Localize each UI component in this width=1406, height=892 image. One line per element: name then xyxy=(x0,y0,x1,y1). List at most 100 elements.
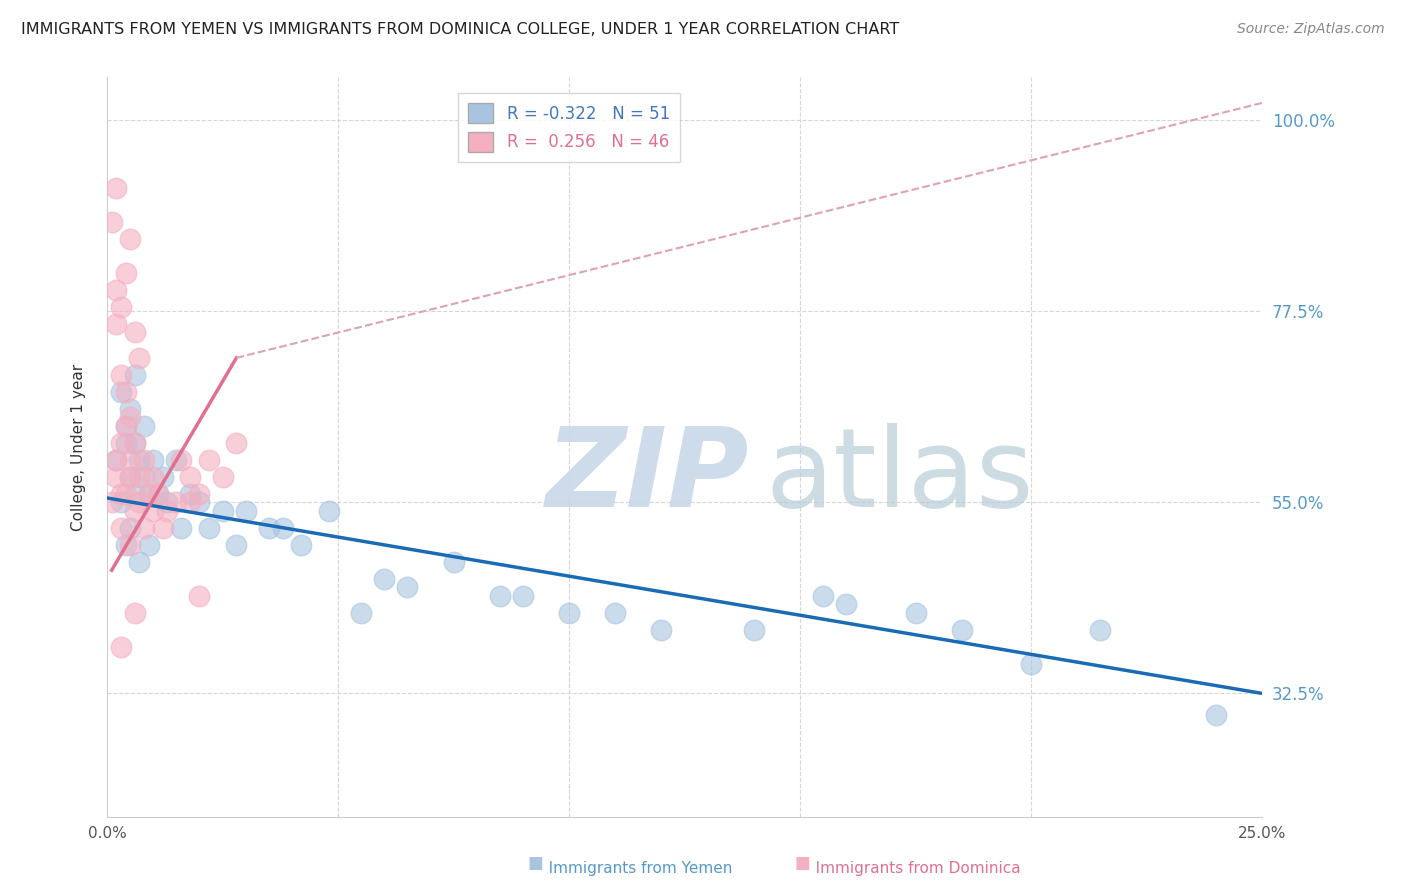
Point xyxy=(235,504,257,518)
Point xyxy=(128,555,150,569)
Point xyxy=(100,215,122,229)
Point xyxy=(105,452,128,467)
Point xyxy=(179,495,201,509)
Point xyxy=(132,418,155,433)
Point xyxy=(105,452,128,467)
Point xyxy=(114,487,136,501)
Point xyxy=(124,435,146,450)
Point xyxy=(488,589,510,603)
Point xyxy=(110,640,132,654)
Point xyxy=(110,487,132,501)
Text: Source: ZipAtlas.com: Source: ZipAtlas.com xyxy=(1237,22,1385,37)
Point xyxy=(100,495,122,509)
Point xyxy=(120,469,142,483)
Point xyxy=(138,538,160,552)
Point xyxy=(211,504,233,518)
Point xyxy=(1019,657,1042,671)
Point xyxy=(138,487,160,501)
Point xyxy=(105,317,128,331)
Point xyxy=(197,452,219,467)
Point xyxy=(105,181,128,195)
Point xyxy=(114,266,136,280)
Point xyxy=(110,495,132,509)
Point xyxy=(257,521,280,535)
Point xyxy=(120,538,142,552)
Point xyxy=(105,469,128,483)
Point xyxy=(120,469,142,483)
Point xyxy=(124,326,146,340)
Point xyxy=(132,452,155,467)
Point xyxy=(128,351,150,365)
Point xyxy=(128,495,150,509)
Point xyxy=(110,435,132,450)
Point xyxy=(318,504,340,518)
Point xyxy=(170,452,193,467)
Text: atlas: atlas xyxy=(765,423,1033,530)
Point xyxy=(605,606,627,620)
Point xyxy=(650,623,672,637)
Point xyxy=(114,384,136,399)
Point xyxy=(1090,623,1112,637)
Point xyxy=(124,435,146,450)
Point xyxy=(114,538,136,552)
Point xyxy=(512,589,534,603)
Point xyxy=(179,487,201,501)
Point xyxy=(142,452,165,467)
Text: ■: ■ xyxy=(794,855,810,872)
Text: Immigrants from Dominica: Immigrants from Dominica xyxy=(801,861,1021,876)
Point xyxy=(124,487,146,501)
Point xyxy=(120,410,142,425)
Point xyxy=(124,368,146,382)
Y-axis label: College, Under 1 year: College, Under 1 year xyxy=(72,363,86,531)
Point xyxy=(443,555,465,569)
Point xyxy=(742,623,765,637)
Text: ■: ■ xyxy=(527,855,543,872)
Text: IMMIGRANTS FROM YEMEN VS IMMIGRANTS FROM DOMINICA COLLEGE, UNDER 1 YEAR CORRELAT: IMMIGRANTS FROM YEMEN VS IMMIGRANTS FROM… xyxy=(21,22,900,37)
Point xyxy=(904,606,927,620)
Point xyxy=(120,401,142,416)
Text: Immigrants from Yemen: Immigrants from Yemen xyxy=(534,861,733,876)
Point xyxy=(188,495,211,509)
Point xyxy=(156,495,179,509)
Point xyxy=(128,469,150,483)
Point xyxy=(152,469,174,483)
Point xyxy=(165,452,187,467)
Point xyxy=(188,487,211,501)
Point xyxy=(124,504,146,518)
Point xyxy=(156,504,179,518)
Point xyxy=(271,521,294,535)
Point xyxy=(179,469,201,483)
Point xyxy=(132,521,155,535)
Point xyxy=(835,597,858,611)
Point xyxy=(120,521,142,535)
Point xyxy=(114,418,136,433)
Point xyxy=(114,418,136,433)
Point xyxy=(110,384,132,399)
Point xyxy=(110,300,132,314)
Point xyxy=(950,623,973,637)
Point xyxy=(110,368,132,382)
Point xyxy=(105,283,128,297)
Point xyxy=(120,452,142,467)
Point xyxy=(290,538,312,552)
Point xyxy=(124,606,146,620)
Legend: R = -0.322   N = 51, R =  0.256   N = 46: R = -0.322 N = 51, R = 0.256 N = 46 xyxy=(458,93,681,162)
Point xyxy=(165,495,187,509)
Point xyxy=(225,538,247,552)
Point xyxy=(1205,707,1227,722)
Point xyxy=(197,521,219,535)
Point xyxy=(128,452,150,467)
Point xyxy=(138,487,160,501)
Point xyxy=(142,504,165,518)
Point xyxy=(188,589,211,603)
Point xyxy=(146,487,169,501)
Text: ZIP: ZIP xyxy=(546,423,749,530)
Point xyxy=(396,580,419,594)
Point xyxy=(114,435,136,450)
Point xyxy=(120,232,142,246)
Point xyxy=(170,521,193,535)
Point xyxy=(811,589,834,603)
Point xyxy=(142,469,165,483)
Point xyxy=(350,606,373,620)
Point xyxy=(225,435,247,450)
